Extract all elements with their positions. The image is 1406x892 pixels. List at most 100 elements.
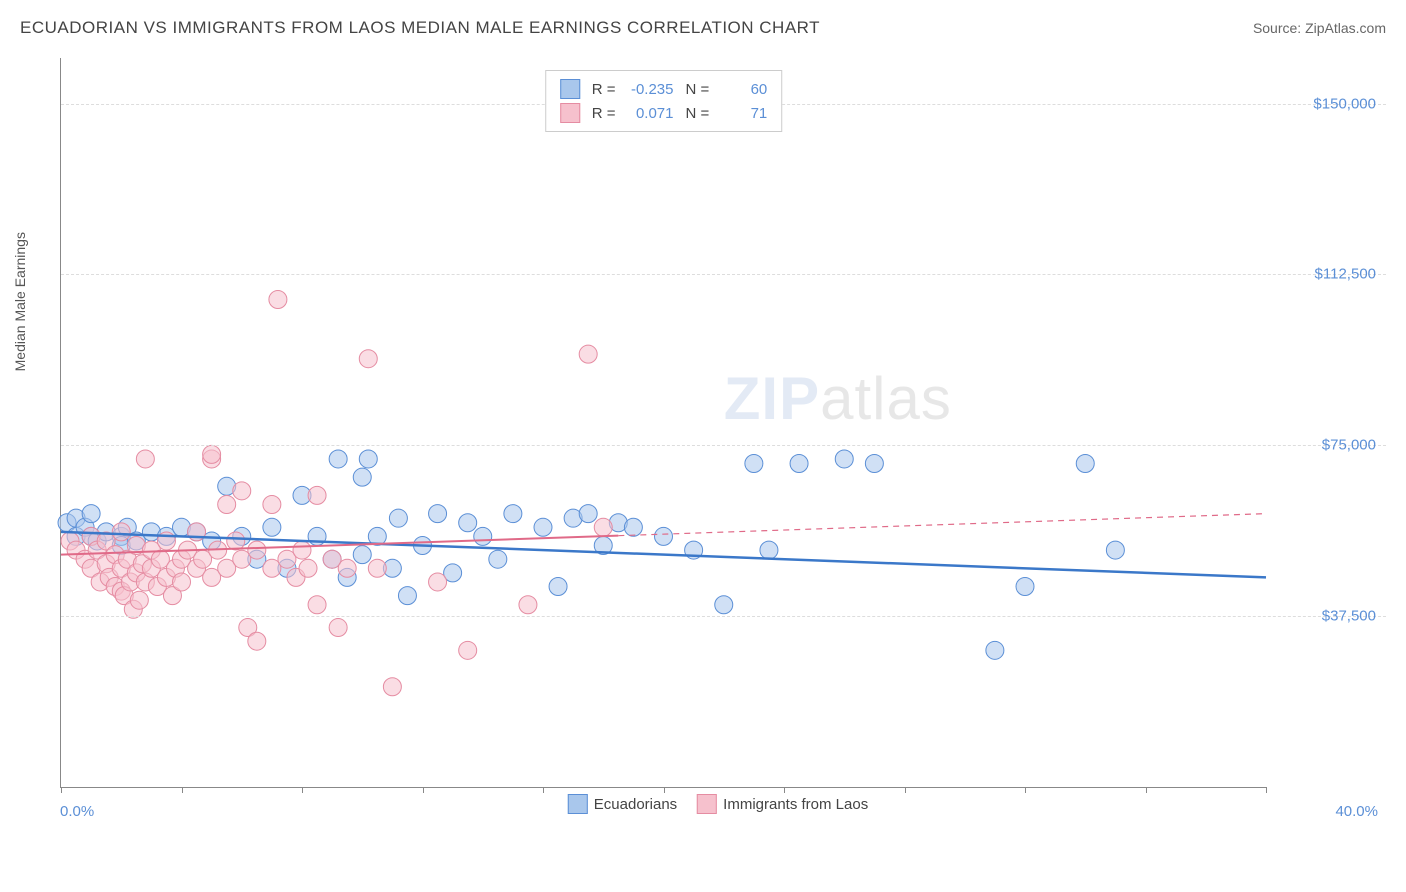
data-point	[398, 587, 416, 605]
gridline	[61, 274, 1386, 275]
data-point	[429, 573, 447, 591]
x-axis-min-label: 0.0%	[60, 803, 94, 820]
data-point	[504, 505, 522, 523]
legend-item-0: Ecuadorians	[568, 794, 677, 814]
data-point	[353, 468, 371, 486]
legend-item-1: Immigrants from Laos	[697, 794, 868, 814]
data-point	[299, 559, 317, 577]
r-label-0: R =	[592, 81, 616, 98]
gridline	[61, 445, 1386, 446]
stats-row-0: R = -0.235 N = 60	[560, 77, 768, 101]
x-tick	[1025, 787, 1026, 793]
x-axis-max-label: 40.0%	[1335, 803, 1378, 820]
data-point	[329, 619, 347, 637]
legend-swatch-ecuadorians	[568, 794, 588, 814]
trend-line-dashed	[618, 514, 1266, 536]
data-point	[594, 518, 612, 536]
x-tick	[664, 787, 665, 793]
legend-label-1: Immigrants from Laos	[723, 796, 868, 813]
stats-legend: R = -0.235 N = 60 R = 0.071 N = 71	[545, 70, 783, 132]
data-point	[248, 632, 266, 650]
data-point	[1016, 578, 1034, 596]
y-tick-label: $75,000	[1322, 437, 1376, 454]
x-tick	[905, 787, 906, 793]
x-tick	[302, 787, 303, 793]
data-point	[549, 578, 567, 596]
data-point	[489, 550, 507, 568]
legend-label-0: Ecuadorians	[594, 796, 677, 813]
y-tick-label: $150,000	[1313, 95, 1376, 112]
legend-swatch-blue	[560, 79, 580, 99]
data-point	[82, 505, 100, 523]
data-point	[248, 541, 266, 559]
stats-row-1: R = 0.071 N = 71	[560, 101, 768, 125]
data-point	[1106, 541, 1124, 559]
n-label-1: N =	[686, 105, 710, 122]
x-tick	[784, 787, 785, 793]
data-point	[835, 450, 853, 468]
data-point	[865, 455, 883, 473]
legend-swatch-laos	[697, 794, 717, 814]
data-point	[136, 450, 154, 468]
data-point	[329, 450, 347, 468]
data-point	[308, 596, 326, 614]
data-point	[233, 482, 251, 500]
x-tick	[61, 787, 62, 793]
bottom-legend: Ecuadorians Immigrants from Laos	[568, 794, 868, 814]
data-point	[760, 541, 778, 559]
data-point	[534, 518, 552, 536]
scatter-plot-svg	[61, 58, 1266, 787]
data-point	[269, 290, 287, 308]
data-point	[338, 559, 356, 577]
n-value-0: 60	[717, 81, 767, 98]
data-point	[579, 505, 597, 523]
data-point	[474, 527, 492, 545]
r-value-1: 0.071	[624, 105, 674, 122]
data-point	[383, 678, 401, 696]
data-point	[263, 496, 281, 514]
data-point	[263, 518, 281, 536]
data-point	[1076, 455, 1094, 473]
data-point	[203, 445, 221, 463]
data-point	[624, 518, 642, 536]
x-tick	[1146, 787, 1147, 793]
x-tick	[1266, 787, 1267, 793]
plot-area: ZIPatlas R = -0.235 N = 60 R = 0.071 N =…	[60, 58, 1266, 788]
data-point	[655, 527, 673, 545]
data-point	[459, 641, 477, 659]
data-point	[519, 596, 537, 614]
y-tick-label: $112,500	[1315, 266, 1376, 283]
data-point	[130, 591, 148, 609]
data-point	[745, 455, 763, 473]
data-point	[359, 350, 377, 368]
n-value-1: 71	[717, 105, 767, 122]
data-point	[227, 532, 245, 550]
data-point	[459, 514, 477, 532]
data-point	[308, 486, 326, 504]
data-point	[112, 523, 130, 541]
data-point	[790, 455, 808, 473]
data-point	[368, 559, 386, 577]
data-point	[429, 505, 447, 523]
data-point	[389, 509, 407, 527]
x-tick	[543, 787, 544, 793]
data-point	[218, 496, 236, 514]
y-axis-label: Median Male Earnings	[12, 232, 28, 371]
legend-swatch-pink	[560, 103, 580, 123]
x-tick	[182, 787, 183, 793]
gridline	[61, 616, 1386, 617]
x-tick	[423, 787, 424, 793]
chart-title: ECUADORIAN VS IMMIGRANTS FROM LAOS MEDIA…	[20, 18, 820, 38]
data-point	[293, 541, 311, 559]
chart-container: Median Male Earnings ZIPatlas R = -0.235…	[50, 48, 1386, 818]
y-tick-label: $37,500	[1322, 608, 1376, 625]
source-attribution: Source: ZipAtlas.com	[1253, 20, 1386, 36]
data-point	[353, 546, 371, 564]
data-point	[173, 573, 191, 591]
r-label-1: R =	[592, 105, 616, 122]
data-point	[579, 345, 597, 363]
data-point	[986, 641, 1004, 659]
r-value-0: -0.235	[624, 81, 674, 98]
data-point	[359, 450, 377, 468]
data-point	[715, 596, 733, 614]
